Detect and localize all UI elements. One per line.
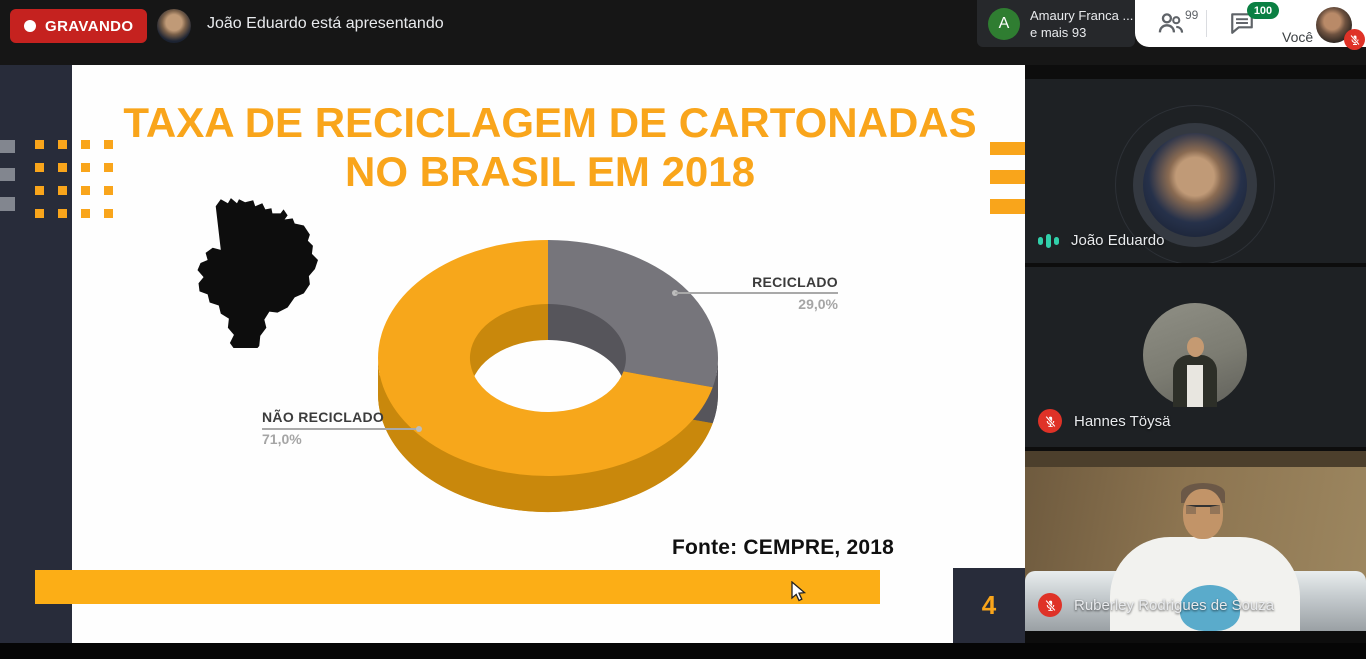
decor-orange-bar xyxy=(990,199,1025,214)
mic-off-icon xyxy=(1349,34,1360,45)
donut-chart xyxy=(377,240,719,513)
bottom-accent-bar xyxy=(35,570,880,604)
decor-orange-bar xyxy=(990,142,1025,155)
participants-count: 99 xyxy=(1185,8,1199,22)
slide-title: TAXA DE RECICLAGEM DE CARTONADAS NO BRAS… xyxy=(90,98,1010,196)
participant-name: Hannes Töysä xyxy=(1074,412,1171,430)
slide-canvas xyxy=(72,65,1025,643)
chat-unread-badge: 100 xyxy=(1247,2,1279,19)
you-label: Você xyxy=(1282,29,1314,45)
mouse-cursor xyxy=(791,581,807,602)
decor-dot-grid xyxy=(35,140,113,218)
decor-gray-bar xyxy=(0,168,15,181)
divider xyxy=(1206,10,1207,37)
amaury-more-count: e mais 93 xyxy=(1030,25,1087,40)
video-feed xyxy=(1025,451,1366,631)
participant-name: João Eduardo xyxy=(1071,232,1165,249)
avatar-amaury: A xyxy=(988,8,1020,40)
mic-off-icon xyxy=(1044,599,1056,611)
participant-tile-hannes[interactable]: Hannes Töysä xyxy=(1025,267,1366,447)
participants-button[interactable]: 99 xyxy=(1157,8,1201,38)
screen-share-region: TAXA DE RECICLAGEM DE CARTONADAS NO BRAS… xyxy=(0,65,1025,643)
you-mic-muted-badge xyxy=(1344,29,1365,50)
participant-tile-amaury[interactable]: A Amaury Franca ... e mais 93 xyxy=(977,0,1135,47)
slide-title-line1: TAXA DE RECICLAGEM DE CARTONADAS xyxy=(123,99,977,146)
participants-sidebar: João Eduardo Hannes Töysä xyxy=(1025,65,1366,643)
people-icon xyxy=(1158,13,1184,33)
decor-orange-bar xyxy=(990,170,1025,184)
decor-gray-bar xyxy=(0,140,15,153)
meeting-controls-panel: 99 100 Você xyxy=(1135,0,1366,50)
slice-reciclado xyxy=(548,240,719,388)
page-number: 4 xyxy=(981,590,997,620)
slice-nao-reciclado xyxy=(378,240,713,476)
page-number-square: 4 xyxy=(953,568,1025,643)
value-nao-reciclado: 71,0% xyxy=(262,431,302,447)
avatar-joao xyxy=(1143,133,1247,237)
label-nao-reciclado: NÃO RECICLADO xyxy=(262,409,385,425)
decor-gray-bar xyxy=(0,197,15,211)
record-dot-icon xyxy=(24,20,36,32)
slide-title-line2: NO BRASIL EM 2018 xyxy=(344,148,755,195)
mic-muted-badge xyxy=(1038,593,1062,617)
mic-muted-badge xyxy=(1038,409,1062,433)
top-bar: GRAVANDO João Eduardo está apresentando … xyxy=(0,0,1366,65)
presenting-status: João Eduardo está apresentando xyxy=(207,15,444,32)
participant-tile-joao[interactable]: João Eduardo xyxy=(1025,79,1366,263)
presenter-avatar xyxy=(157,9,191,43)
participant-tile-ruberley[interactable]: Ruberley Rodrigues de Souza xyxy=(1025,451,1366,631)
amaury-name: Amaury Franca ... xyxy=(1030,8,1134,23)
recording-label: GRAVANDO xyxy=(45,17,134,35)
value-reciclado: 29,0% xyxy=(798,296,838,312)
speaking-indicator-icon xyxy=(1038,233,1059,249)
mic-off-icon xyxy=(1044,415,1056,427)
avatar-ring xyxy=(1115,105,1275,263)
recording-badge: GRAVANDO xyxy=(10,9,148,43)
label-reciclado: RECICLADO xyxy=(752,274,838,290)
bottom-letterbox xyxy=(0,643,1366,659)
brazil-map xyxy=(197,198,318,348)
avatar-hannes xyxy=(1143,303,1247,407)
participant-name: Ruberley Rodrigues de Souza xyxy=(1074,596,1275,614)
source-text: Fonte: CEMPRE, 2018 xyxy=(671,536,894,559)
